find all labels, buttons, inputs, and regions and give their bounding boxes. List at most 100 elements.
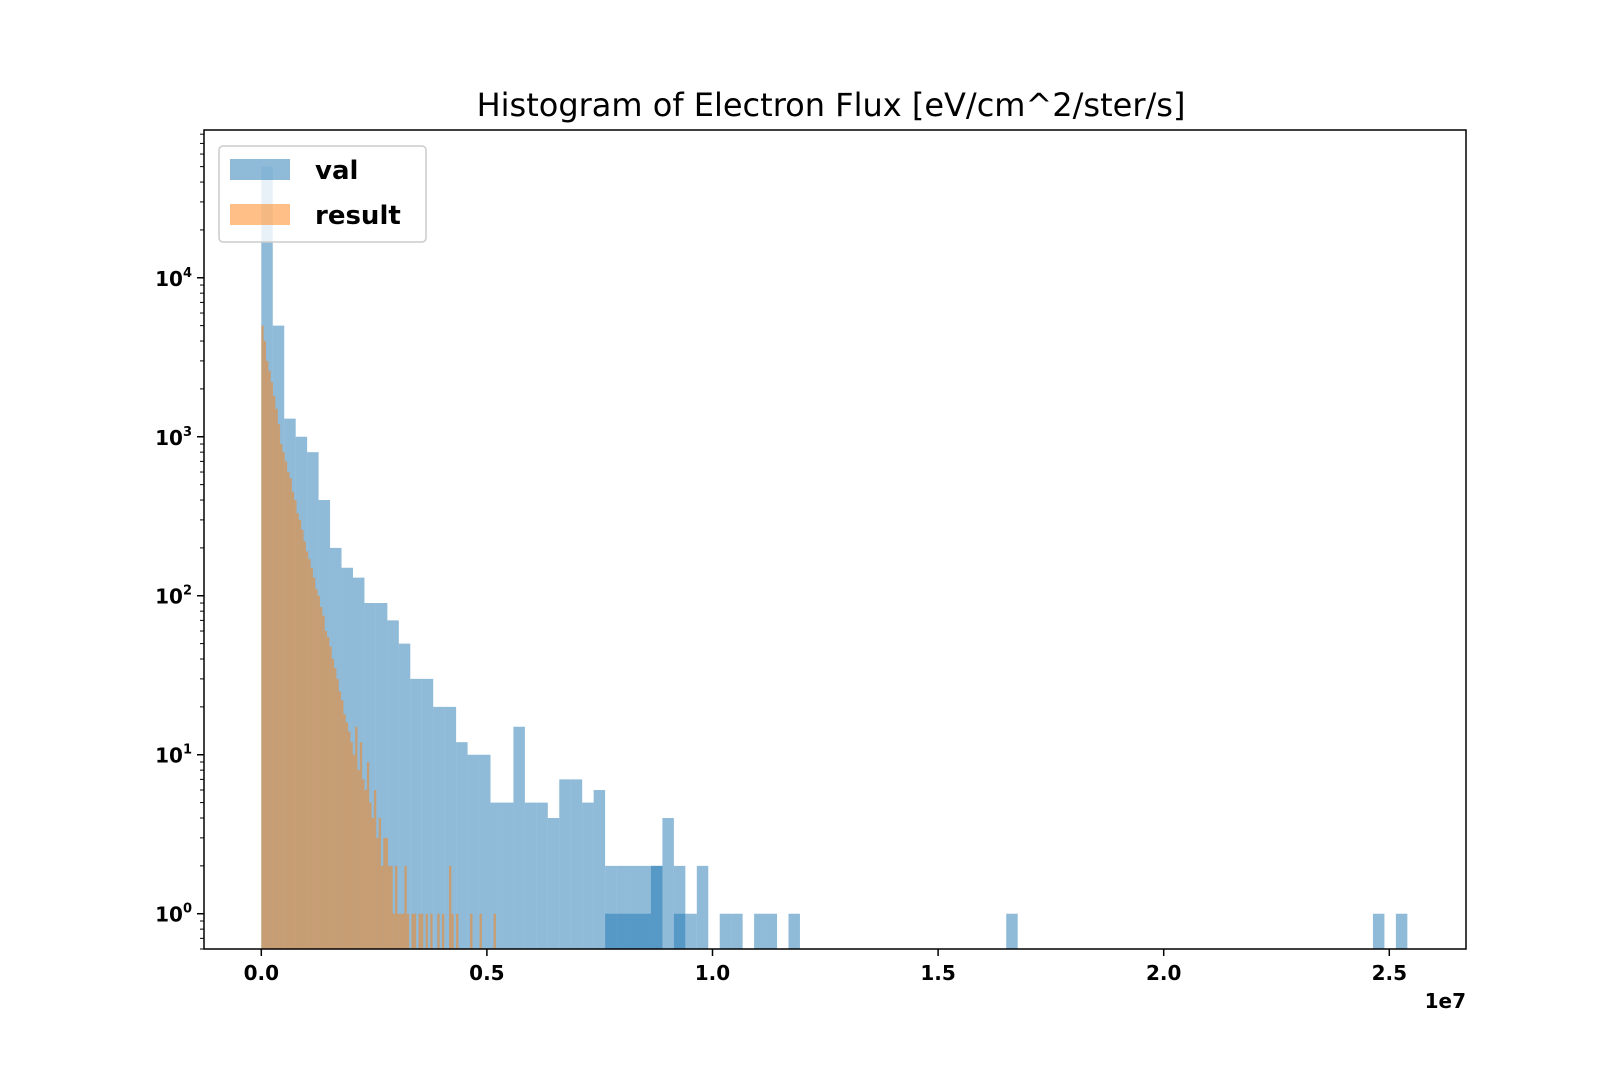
histogram-bar-result: [383, 837, 386, 949]
histogram-bar-val: [490, 802, 502, 949]
histogram-bar-result: [336, 678, 339, 949]
histogram-bar-val: [433, 706, 445, 949]
histogram-bar-result: [390, 865, 393, 949]
histogram-bar-val: [547, 818, 560, 949]
histogram-bar-val: [479, 754, 491, 949]
y-tick-label: 101: [155, 743, 192, 768]
histogram-bar-val: [639, 865, 651, 949]
histogram-bar-result: [406, 913, 410, 949]
histogram-bar-result: [298, 519, 302, 949]
histogram-bar-val: [570, 779, 583, 949]
histogram-bar-val: [536, 802, 548, 949]
histogram-bar-val: [524, 802, 537, 949]
histogram-bar-result: [310, 567, 313, 949]
histogram-bar-val: [754, 913, 766, 949]
histogram-bar-result: [263, 341, 266, 949]
histogram-bar-val: [1395, 913, 1408, 949]
histogram-bar-val: [1372, 913, 1385, 949]
histogram-bar-result: [345, 722, 349, 949]
histogram-bar-result: [289, 478, 292, 949]
histogram-bar-val: [696, 865, 709, 949]
histogram-bar-val: [467, 754, 480, 949]
histogram-bar-result: [270, 382, 274, 949]
histogram-bar-val: [421, 678, 434, 949]
histogram-bar-result: [280, 444, 283, 949]
histogram-bar-val: [364, 603, 376, 949]
histogram-bar-result: [437, 913, 440, 949]
histogram-bar-result: [273, 396, 276, 949]
histogram-bar-result: [369, 802, 372, 949]
histogram-bar-result: [451, 913, 454, 949]
histogram-bar-result: [413, 913, 417, 949]
histogram-bar-val: [513, 726, 525, 949]
histogram-bar-val: [616, 913, 629, 949]
histogram-bar-result: [449, 865, 452, 949]
histogram-bar-result: [378, 818, 381, 949]
histogram-bar-result: [305, 551, 309, 949]
histogram-bar-result: [265, 360, 269, 949]
histogram-bar-val: [410, 678, 422, 949]
histogram-bar-result: [430, 913, 433, 949]
histogram-bar-result: [402, 913, 405, 949]
histogram-bar-result: [308, 559, 311, 949]
histogram-bar-val: [719, 913, 732, 949]
chart-title: Histogram of Electron Flux [eV/cm^2/ster…: [477, 86, 1186, 124]
histogram-bar-val: [456, 742, 468, 949]
x-tick-label: 0.0: [244, 961, 279, 985]
histogram-bar-result: [287, 472, 290, 949]
histogram-bar-val: [650, 865, 663, 949]
histogram-bar-val: [352, 577, 365, 949]
y-tick-label: 104: [155, 266, 192, 291]
histogram-bar-val: [673, 865, 686, 949]
histogram-bar-result: [275, 408, 278, 949]
histogram-bar-result: [456, 913, 459, 949]
histogram-bar-result: [329, 646, 332, 949]
legend-label-result: result: [315, 201, 401, 231]
plot-frame: [203, 129, 1467, 950]
histogram-bar-result: [479, 913, 482, 949]
legend-swatch-result: [230, 204, 290, 225]
histogram-bar-val: [444, 706, 457, 949]
histogram-bar-result: [322, 615, 325, 949]
histogram-bar-result: [334, 668, 337, 949]
x-axis: 0.0 0.5 1.0 1.5 2.0 2.5: [244, 949, 1407, 985]
y-tick-label: 103: [155, 425, 192, 450]
histogram-bar-result: [385, 837, 388, 949]
histogram-bar-val: [375, 603, 388, 949]
histogram-bar-result: [359, 742, 363, 949]
histogram-bar-result: [371, 818, 374, 949]
histogram-bar-result: [470, 913, 473, 949]
histogram-bar-result: [317, 595, 320, 949]
histogram-bar-result: [331, 659, 335, 949]
histogram-bar-val: [731, 913, 743, 949]
histogram-bar-val: [628, 865, 640, 949]
histogram-bar-result: [301, 529, 304, 949]
histogram-bar-val: [765, 913, 778, 949]
x-axis-offset-label: 1e7: [1425, 989, 1466, 1013]
histogram-bar-result: [411, 913, 414, 949]
histogram-bar-result: [352, 754, 356, 949]
x-tick-label: 1.5: [920, 961, 955, 985]
histogram-bar-result: [418, 913, 421, 949]
y-axis: 100 101 102 103 104: [155, 133, 204, 950]
histogram-bar-val: [685, 913, 697, 949]
legend: val result: [218, 145, 427, 243]
histogram-bar-result: [373, 790, 377, 949]
histogram-bar-result: [362, 779, 365, 949]
histogram-bar-result: [324, 631, 327, 949]
x-tick-label: 2.5: [1372, 961, 1407, 985]
histogram-bar-result: [261, 325, 264, 949]
histogram-bar-val: [582, 802, 594, 949]
histogram-bar-val: [398, 643, 411, 949]
histogram-bar-result: [291, 491, 295, 949]
histogram-bar-result: [348, 731, 351, 949]
histogram-bar-result: [338, 691, 342, 949]
histogram-bar-val: [605, 913, 617, 949]
histogram-bar-result: [284, 461, 288, 949]
histogram-bar-result: [303, 541, 306, 949]
histogram-bar-result: [364, 790, 367, 949]
x-tick-label: 0.5: [469, 961, 504, 985]
histogram-bar-result: [315, 589, 318, 949]
legend-label-val: val: [315, 156, 358, 186]
